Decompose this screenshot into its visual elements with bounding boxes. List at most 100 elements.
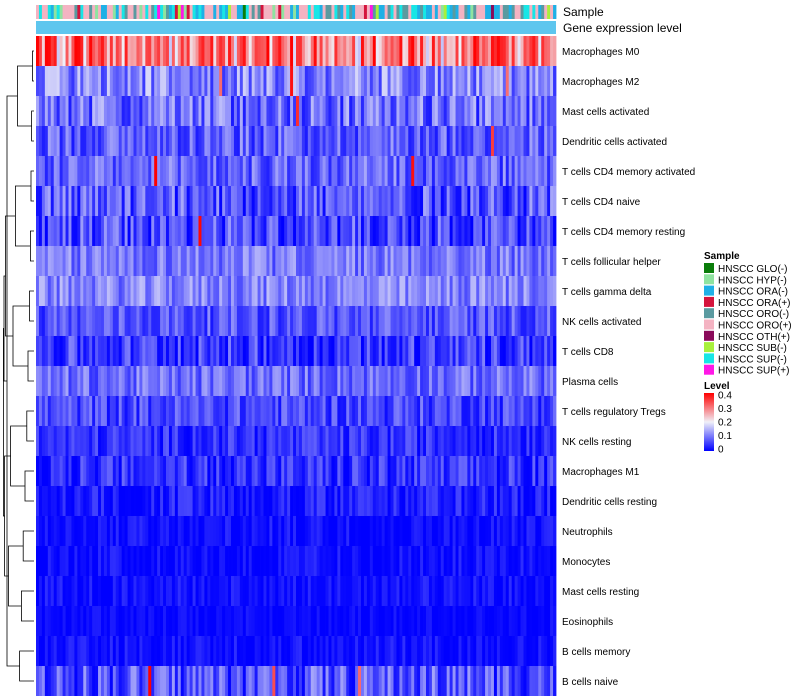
sample-annotation-cell [210, 5, 214, 19]
heatmap-cell [346, 186, 350, 216]
heatmap-cell [151, 516, 155, 546]
heatmap-cell [393, 306, 397, 336]
heatmap-cell [98, 306, 102, 336]
heatmap-cell [195, 126, 199, 156]
heatmap-cell [154, 276, 158, 306]
heatmap-cell [272, 246, 276, 276]
heatmap-cell [443, 666, 448, 696]
heatmap-cell [505, 246, 510, 276]
heatmap-cell [44, 576, 49, 606]
heatmap-cell [369, 66, 374, 96]
heatmap-cell [434, 456, 439, 486]
heatmap-cell [375, 186, 380, 216]
gene-expression-annotation-bar [36, 21, 556, 34]
heatmap-cell [502, 216, 507, 246]
heatmap-cell [508, 486, 513, 516]
heatmap-cell [65, 456, 69, 486]
dendrogram-branch [4, 455, 11, 577]
sample-annotation-cell [50, 5, 55, 19]
heatmap-cell [523, 306, 527, 336]
heatmap-cell [278, 66, 282, 96]
sample-annotation-cell [393, 5, 397, 19]
heatmap-cell [106, 426, 111, 456]
heatmap-cell [340, 606, 344, 636]
heatmap-cell [523, 456, 527, 486]
heatmap-cell [272, 276, 276, 306]
heatmap-cell [455, 306, 459, 336]
heatmap-cell [236, 156, 241, 186]
heatmap-cell [74, 36, 78, 66]
heatmap-cell [517, 546, 521, 576]
heatmap-cell [281, 216, 285, 246]
heatmap-cell [50, 336, 55, 366]
heatmap-cell [491, 186, 495, 216]
heatmap-cell [393, 546, 397, 576]
heatmap-cell [473, 516, 477, 546]
sample-annotation-cell [355, 5, 359, 19]
heatmap-cell [83, 546, 87, 576]
heatmap-cell [358, 66, 362, 96]
heatmap-cell [160, 396, 164, 426]
heatmap-cell [278, 216, 282, 246]
heatmap-cell [80, 36, 84, 66]
heatmap-cell [340, 36, 344, 66]
heatmap-cell [508, 216, 513, 246]
heatmap-cell [174, 666, 179, 696]
legend-swatch [704, 330, 714, 341]
heatmap-cell [431, 156, 436, 186]
heatmap-cell [316, 546, 321, 576]
heatmap-cell [142, 36, 146, 66]
heatmap-cell [275, 246, 279, 276]
heatmap-cell [251, 546, 256, 576]
heatmap-cell [417, 396, 421, 426]
heatmap-cell [443, 366, 448, 396]
heatmap-cell [535, 66, 539, 96]
sample-annotation-cell [171, 5, 176, 19]
heatmap-cell [59, 666, 63, 696]
heatmap-cell [183, 396, 188, 426]
heatmap-cell [523, 426, 527, 456]
heatmap-cell [101, 216, 105, 246]
heatmap-cell [254, 216, 258, 246]
heatmap-cell [313, 156, 318, 186]
heatmap-cell [417, 156, 421, 186]
heatmap-cell [231, 216, 235, 246]
heatmap-cell [446, 516, 451, 546]
heatmap-cell [499, 66, 504, 96]
heatmap-cell [36, 186, 40, 216]
heatmap-cell [86, 336, 90, 366]
heatmap-cell [216, 276, 220, 306]
heatmap-cell [213, 666, 217, 696]
heatmap-cell [166, 576, 170, 606]
heatmap-cell [287, 396, 291, 426]
heatmap-cell [86, 516, 90, 546]
heatmap-cell [86, 156, 90, 186]
heatmap-cell [272, 396, 276, 426]
heatmap-cell [296, 666, 300, 696]
heatmap-cell [443, 276, 448, 306]
heatmap-cell [414, 336, 418, 366]
heatmap-cell [192, 336, 196, 366]
heatmap-cell [361, 606, 365, 636]
heatmap-cell [219, 66, 223, 96]
heatmap-cell [455, 156, 459, 186]
heatmap-cell [101, 606, 105, 636]
heatmap-cell [396, 186, 400, 216]
heatmap-cell [269, 396, 273, 426]
heatmap-cell [532, 36, 536, 66]
heatmap-cell [257, 66, 261, 96]
heatmap-cell [340, 636, 344, 666]
heatmap-cell [222, 666, 226, 696]
heatmap-cell [192, 456, 196, 486]
heatmap-cell [133, 426, 137, 456]
heatmap-cell [263, 246, 267, 276]
heatmap-cell [541, 306, 545, 336]
heatmap-cell [420, 216, 424, 246]
heatmap-cell [434, 396, 439, 426]
heatmap-cell [242, 126, 247, 156]
heatmap-cell [183, 216, 188, 246]
heatmap-cell [467, 396, 471, 426]
heatmap-cell [136, 486, 140, 516]
heatmap-cell [112, 456, 117, 486]
heatmap-cell [103, 336, 108, 366]
